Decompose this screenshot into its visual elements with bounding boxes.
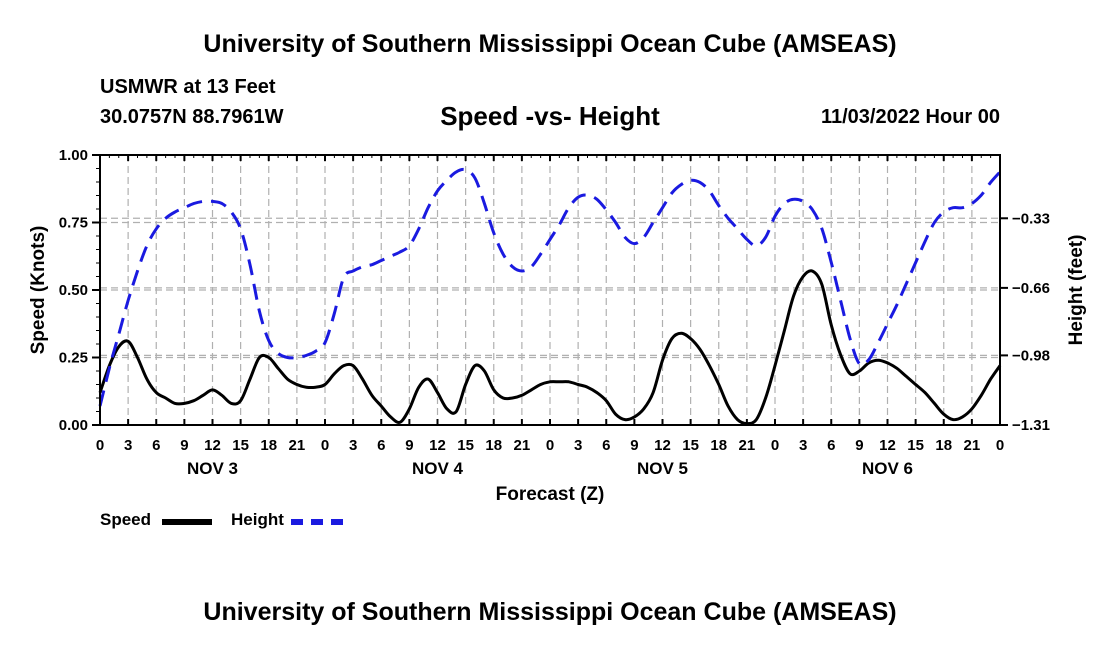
x-tick-label: 18 [260,437,277,454]
y2-axis-title: Height (feet) [1066,235,1087,346]
x-axis-title: Forecast (Z) [496,484,605,505]
x-tick-label: 6 [602,437,610,454]
x-tick-label: 0 [96,437,104,454]
x-tick-label: 3 [349,437,357,454]
grid-layer [99,154,1001,426]
height-series-line [98,167,1002,407]
series-layer [98,167,1002,426]
x-tick-label: 9 [630,437,638,454]
speed-series-line [98,269,1002,426]
y-tick-label: 1.00 [59,147,88,164]
legend-speed-swatch [162,519,212,525]
x-tick-label: 15 [457,437,474,454]
chart-subtitle: Speed -vs- Height [440,101,660,131]
forecast-datetime: 11/03/2022 Hour 00 [820,106,1000,128]
x-tick-label: 12 [654,437,671,454]
station-coordinates: 30.0757N 88.7961W [100,106,284,128]
legend-height-swatch [291,519,343,525]
x-tick-label: 15 [907,437,924,454]
day-label: NOV 4 [412,459,464,478]
x-tick-label: 21 [739,437,756,454]
x-tick-label: 9 [405,437,413,454]
x-tick-label: 12 [204,437,221,454]
x-tick-label: 3 [124,437,132,454]
x-tick-label: 12 [429,437,446,454]
chart-main-title: University of Southern Mississippi Ocean… [203,30,897,58]
x-tick-label: 18 [710,437,727,454]
y-axis-title: Speed (Knots) [28,226,49,355]
y2-tick-label: −0.33 [1012,210,1050,227]
y-tick-label: 0.50 [59,282,88,299]
x-tick-label: 3 [574,437,582,454]
x-tick-label: 21 [964,437,981,454]
day-label: NOV 6 [862,459,913,478]
day-label: NOV 5 [637,459,688,478]
day-label: NOV 3 [187,459,238,478]
x-tick-label: 9 [855,437,863,454]
y2-tick-label: −0.98 [1012,347,1050,364]
legend-speed-label: Speed [100,510,152,529]
x-tick-label: 21 [289,437,306,454]
legend-height-label: Height [231,510,284,529]
x-tick-label: 15 [232,437,249,454]
x-tick-label: 3 [799,437,807,454]
x-tick-label: 15 [682,437,699,454]
labels-layer: 0 3 6 9 12 15 18 21 0 3 6 9 12 15 18 21 0 3 6 9 12 15 18 21 0 3 6 9… [28,147,1087,505]
x-tick-label: 0 [321,437,329,454]
x-tick-label: 6 [152,437,160,454]
x-tick-label: 0 [546,437,554,454]
x-tick-label: 6 [827,437,835,454]
ticks-layer [92,154,1008,426]
y-tick-label: 0.00 [59,417,88,434]
x-tick-label: 21 [514,437,531,454]
x-tick-label: 18 [485,437,502,454]
footer-title: University of Southern Mississippi Ocean… [203,598,897,626]
station-label: USMWR at 13 Feet [100,76,276,98]
x-tick-label: 9 [180,437,188,454]
x-tick-label: 6 [377,437,385,454]
x-tick-label: 0 [771,437,779,454]
x-tick-label: 18 [935,437,952,454]
y2-tick-label: −0.66 [1012,280,1050,297]
x-tick-label: 12 [879,437,896,454]
y2-tick-label: −1.31 [1012,417,1050,434]
y-tick-label: 0.75 [59,215,88,232]
x-tick-label: 0 [996,437,1004,454]
y-tick-label: 0.25 [59,350,88,367]
